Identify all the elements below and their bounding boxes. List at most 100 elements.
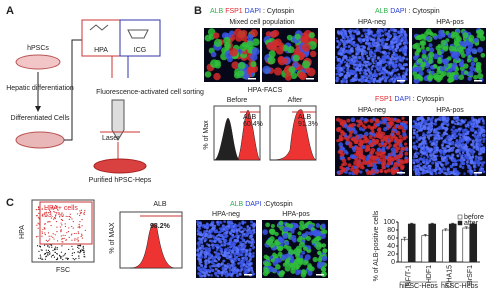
scale-bar (244, 274, 252, 276)
cell (444, 146, 448, 150)
error-bar (451, 222, 455, 225)
cell (237, 223, 241, 228)
event (67, 215, 69, 218)
cell (475, 159, 479, 163)
event (64, 225, 67, 228)
text: ALB (298, 114, 312, 121)
event (48, 235, 50, 237)
cell (458, 152, 462, 155)
arrow (64, 39, 82, 141)
cell (457, 127, 461, 131)
cell (371, 64, 375, 68)
event (84, 256, 86, 258)
cell (461, 119, 464, 123)
cell (456, 141, 461, 145)
dish (15, 54, 61, 70)
cell (387, 51, 391, 55)
cell (204, 247, 207, 250)
event (77, 245, 79, 247)
cell (380, 141, 385, 146)
cell (301, 43, 311, 52)
cell (403, 53, 406, 56)
cell (320, 233, 326, 239)
event (54, 249, 56, 251)
cell (479, 165, 483, 169)
cell (395, 168, 400, 173)
cell (481, 168, 485, 171)
cell (246, 225, 250, 228)
cell (201, 225, 205, 228)
gate (39, 201, 93, 245)
cell (473, 74, 478, 80)
cell (360, 45, 363, 48)
cell (359, 72, 362, 75)
cell (378, 79, 382, 84)
cell (379, 120, 384, 125)
cell (361, 63, 365, 67)
cell (245, 249, 249, 253)
cell (218, 256, 222, 259)
event (62, 255, 64, 257)
cell (404, 147, 409, 152)
cell (345, 151, 349, 155)
cell (245, 229, 249, 232)
cell (339, 31, 343, 35)
cell (343, 40, 347, 44)
cell (362, 28, 366, 33)
cell (344, 134, 348, 138)
cell (432, 63, 438, 69)
cell (361, 58, 365, 62)
cell (209, 235, 213, 239)
cell (242, 260, 246, 263)
cell (226, 262, 230, 267)
cell (469, 138, 472, 141)
cell (393, 117, 397, 121)
cell (476, 30, 481, 34)
cell (402, 136, 407, 141)
event (48, 209, 51, 211)
molecule (89, 24, 149, 39)
cell (437, 127, 440, 131)
cell (403, 142, 408, 146)
cell (447, 77, 453, 83)
sorter (111, 99, 125, 141)
cell (250, 61, 257, 68)
text: HPA-neg (358, 107, 386, 114)
cell (250, 53, 258, 61)
cell (219, 221, 223, 225)
cell (400, 66, 404, 70)
event (51, 254, 53, 257)
cell (277, 251, 283, 257)
event (54, 234, 56, 236)
cell (368, 62, 372, 66)
cell (416, 124, 420, 128)
event (41, 258, 43, 260)
legend-swatch (457, 220, 463, 226)
cell (315, 231, 321, 237)
text: :Cytospin (263, 201, 292, 208)
cell (478, 117, 482, 121)
cell (248, 254, 252, 258)
cell (240, 29, 248, 37)
cell (429, 118, 433, 121)
event (72, 258, 74, 260)
cell (346, 68, 350, 72)
event (64, 254, 66, 256)
event (47, 254, 49, 256)
cell (477, 125, 481, 129)
event (52, 208, 54, 210)
cell (400, 39, 404, 42)
cell (354, 55, 358, 59)
event (47, 249, 50, 251)
cell (385, 77, 388, 80)
cell (208, 260, 211, 263)
event (80, 212, 82, 214)
cell (251, 254, 255, 258)
event (64, 252, 66, 255)
cell (236, 248, 240, 252)
micrograph (335, 27, 409, 84)
cell (381, 50, 385, 54)
cell (360, 49, 364, 53)
text: After (288, 97, 303, 104)
event (73, 232, 75, 235)
